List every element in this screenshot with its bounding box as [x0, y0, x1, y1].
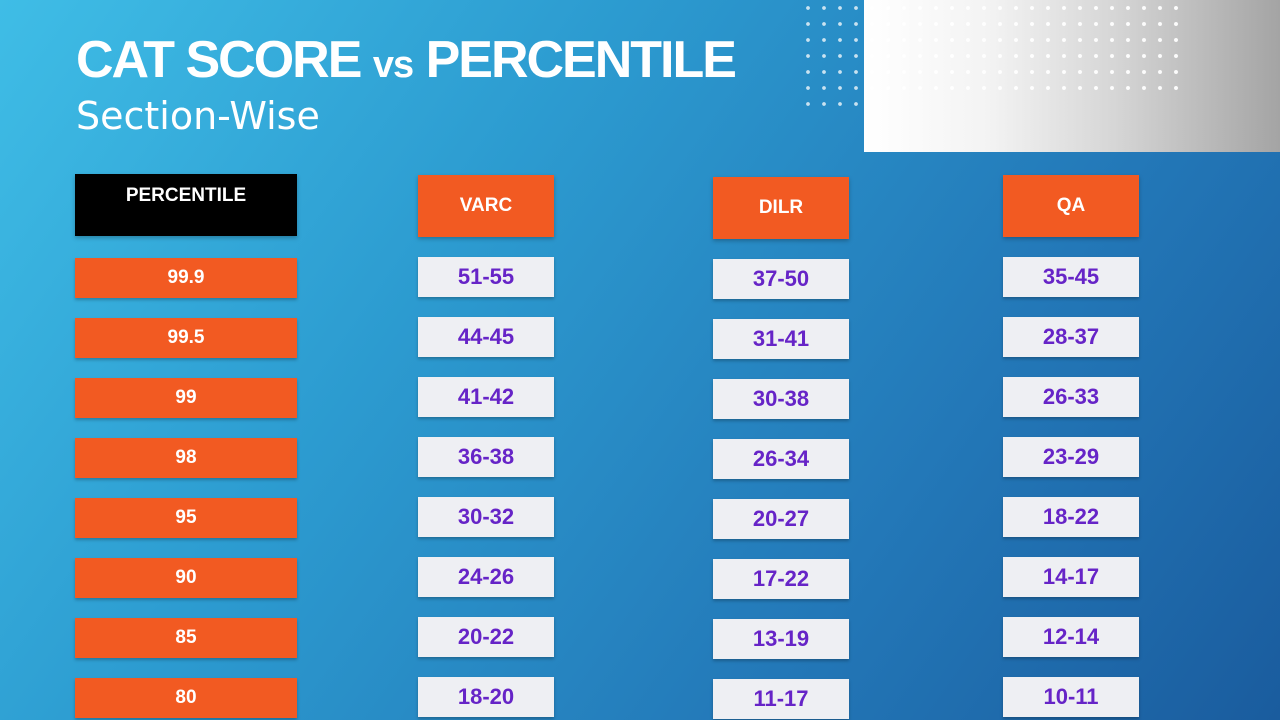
qa-score-cell: 12-14 — [1003, 617, 1139, 657]
decorative-gradient-panel — [864, 0, 1280, 152]
dilr-score-cell: 11-17 — [713, 679, 849, 719]
dilr-score-cell: 17-22 — [713, 559, 849, 599]
varc-score-cell: 41-42 — [418, 377, 554, 417]
percentile-cell: 99.9 — [75, 258, 297, 298]
varc-score-cell: 20-22 — [418, 617, 554, 657]
percentile-cell: 85 — [75, 618, 297, 658]
percentile-cell: 99.5 — [75, 318, 297, 358]
title-vs: vs — [372, 44, 414, 86]
dilr-score-cell: 13-19 — [713, 619, 849, 659]
qa-score-cell: 10-11 — [1003, 677, 1139, 717]
qa-score-cell: 23-29 — [1003, 437, 1139, 477]
qa-score-cell: 18-22 — [1003, 497, 1139, 537]
dilr-score-cell: 20-27 — [713, 499, 849, 539]
title-right: PERCENTILE — [425, 31, 737, 89]
header-dilr: DILR — [713, 177, 849, 239]
percentile-cell: 90 — [75, 558, 297, 598]
header-qa: QA — [1003, 175, 1139, 237]
dilr-score-cell: 37-50 — [713, 259, 849, 299]
varc-score-cell: 44-45 — [418, 317, 554, 357]
dilr-score-cell: 30-38 — [713, 379, 849, 419]
header-varc: VARC — [418, 175, 554, 237]
qa-score-cell: 28-37 — [1003, 317, 1139, 357]
title-left: CAT SCORE — [76, 31, 362, 89]
page-subtitle: Section-Wise — [76, 94, 320, 138]
percentile-cell: 80 — [75, 678, 297, 718]
qa-score-cell: 35-45 — [1003, 257, 1139, 297]
varc-score-cell: 24-26 — [418, 557, 554, 597]
dilr-score-cell: 31-41 — [713, 319, 849, 359]
header-percentile: PERCENTILE — [75, 174, 297, 236]
page-title: CAT SCORE vs PERCENTILE — [76, 30, 737, 90]
varc-score-cell: 18-20 — [418, 677, 554, 717]
qa-score-cell: 26-33 — [1003, 377, 1139, 417]
dilr-score-cell: 26-34 — [713, 439, 849, 479]
varc-score-cell: 36-38 — [418, 437, 554, 477]
percentile-cell: 95 — [75, 498, 297, 538]
varc-score-cell: 30-32 — [418, 497, 554, 537]
percentile-cell: 98 — [75, 438, 297, 478]
varc-score-cell: 51-55 — [418, 257, 554, 297]
percentile-cell: 99 — [75, 378, 297, 418]
qa-score-cell: 14-17 — [1003, 557, 1139, 597]
